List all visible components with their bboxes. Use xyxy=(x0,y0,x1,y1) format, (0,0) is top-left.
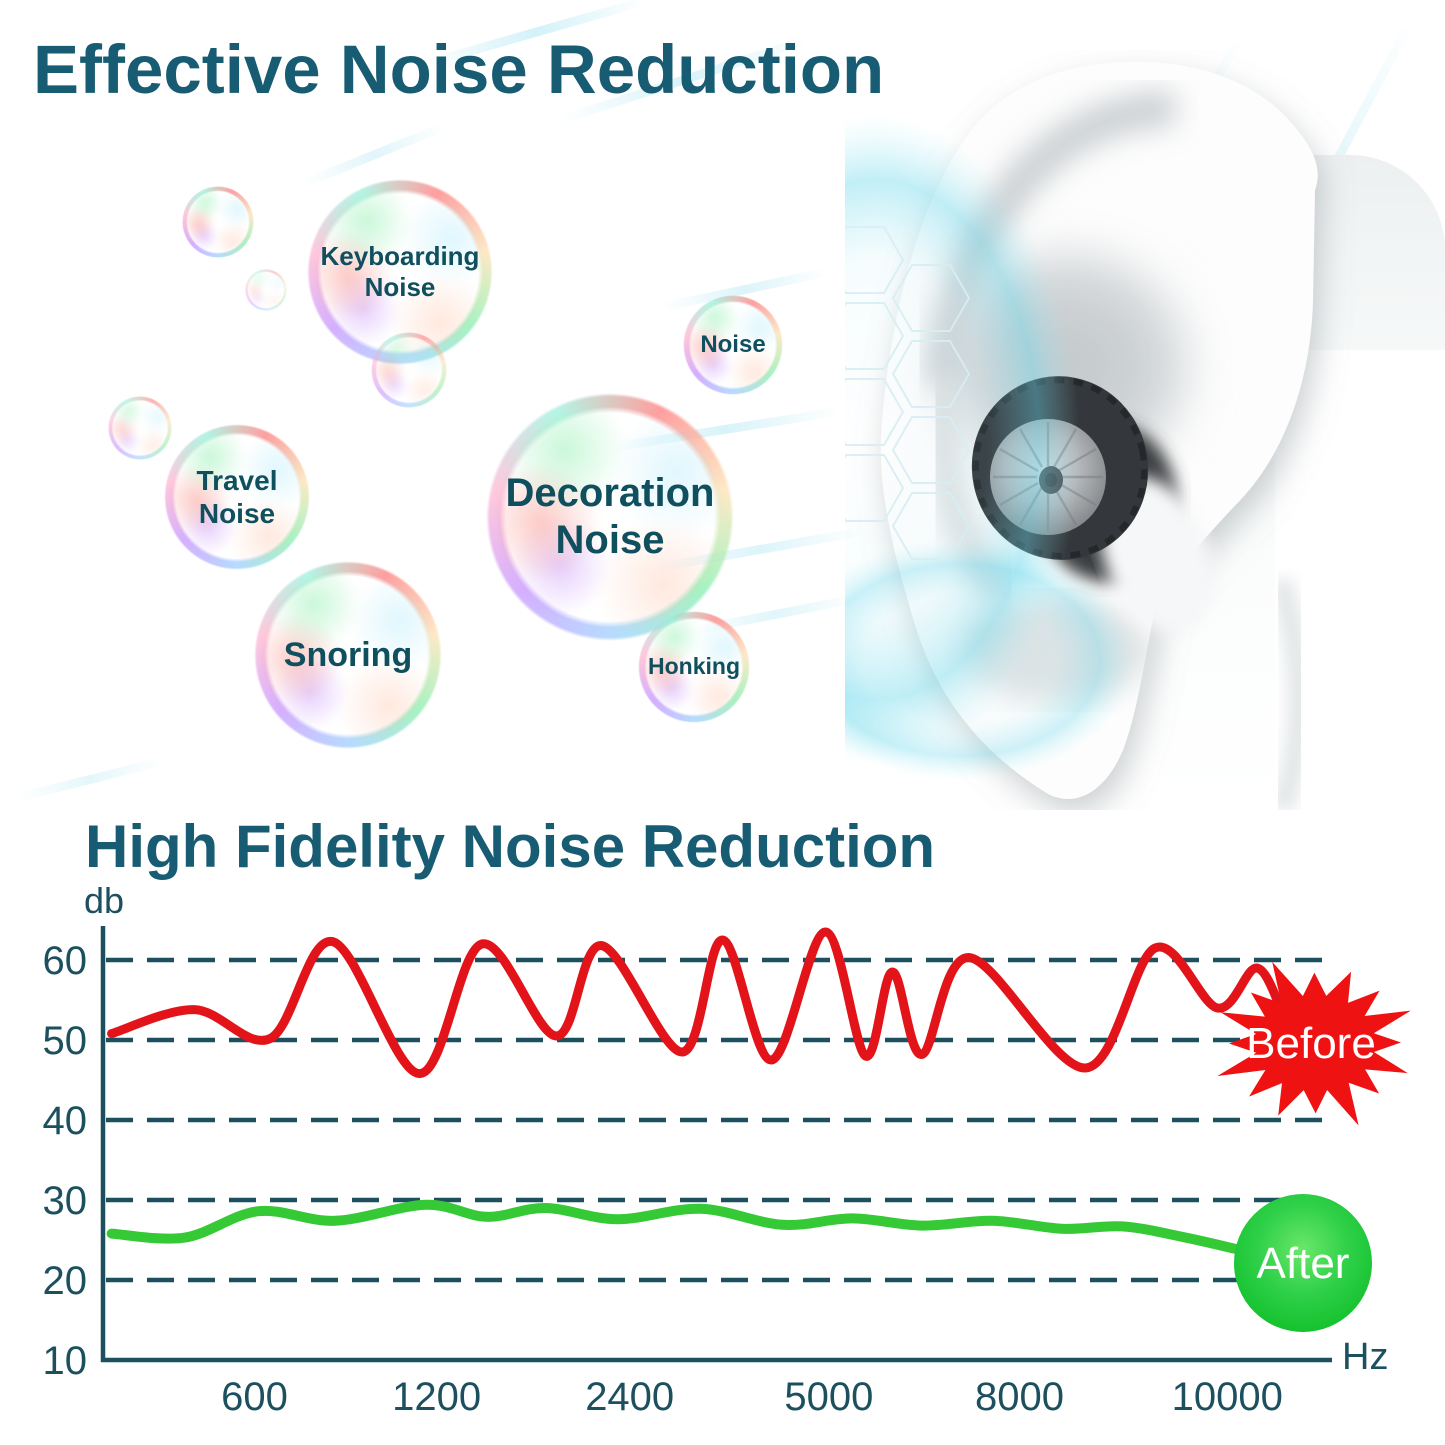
bubble-keyboarding-noise: Keyboarding Noise xyxy=(307,179,493,365)
bubble-snoring: Snoring xyxy=(254,561,442,749)
hex-pattern xyxy=(845,226,971,560)
section-title: High Fidelity Noise Reduction xyxy=(85,813,936,880)
x-tick-label: 2400 xyxy=(585,1375,674,1419)
after-badge xyxy=(1234,1194,1372,1332)
x-tick-label: 1200 xyxy=(392,1375,481,1419)
after-series-line xyxy=(106,1199,1247,1256)
x-tick-label: 5000 xyxy=(784,1375,873,1419)
bubble-label: Honking xyxy=(648,653,740,680)
y-axis-unit-label: db xyxy=(84,880,125,921)
y-tick-label: 40 xyxy=(43,1099,88,1143)
before-badge xyxy=(1217,961,1411,1126)
bubble-label: Snoring xyxy=(283,635,413,674)
x-tick-label: 8000 xyxy=(975,1375,1064,1419)
bubble-noise: Noise xyxy=(683,295,783,395)
before-badge-label: Before xyxy=(1246,1019,1376,1068)
y-tick-label: 30 xyxy=(43,1179,88,1223)
bubble-label: Decoration Noise xyxy=(505,470,715,562)
x-tick-label: 600 xyxy=(221,1375,288,1419)
after-badge-label: After xyxy=(1257,1239,1350,1288)
bubble-label: Travel Noise xyxy=(196,464,278,529)
bubble-label: Keyboarding Noise xyxy=(320,241,480,302)
bubble-travel-noise: Travel Noise xyxy=(164,424,310,570)
bubble-decoration-noise: Decoration Noise xyxy=(486,393,734,641)
y-tick-label: 20 xyxy=(43,1259,88,1303)
x-tick-label: 10000 xyxy=(1172,1375,1283,1419)
page-title: Effective Noise Reduction xyxy=(33,31,885,108)
y-tick-label: 50 xyxy=(43,1019,88,1063)
x-axis-unit-label: Hz xyxy=(1342,1336,1389,1378)
before-series-line xyxy=(107,927,1287,1079)
bubble-honking: Honking xyxy=(638,611,750,723)
ear-illustration xyxy=(845,61,1445,810)
y-tick-label: 60 xyxy=(43,939,88,983)
shield-glow xyxy=(845,115,1135,780)
bubble-label: Noise xyxy=(700,330,766,358)
y-tick-label: 10 xyxy=(43,1339,88,1383)
